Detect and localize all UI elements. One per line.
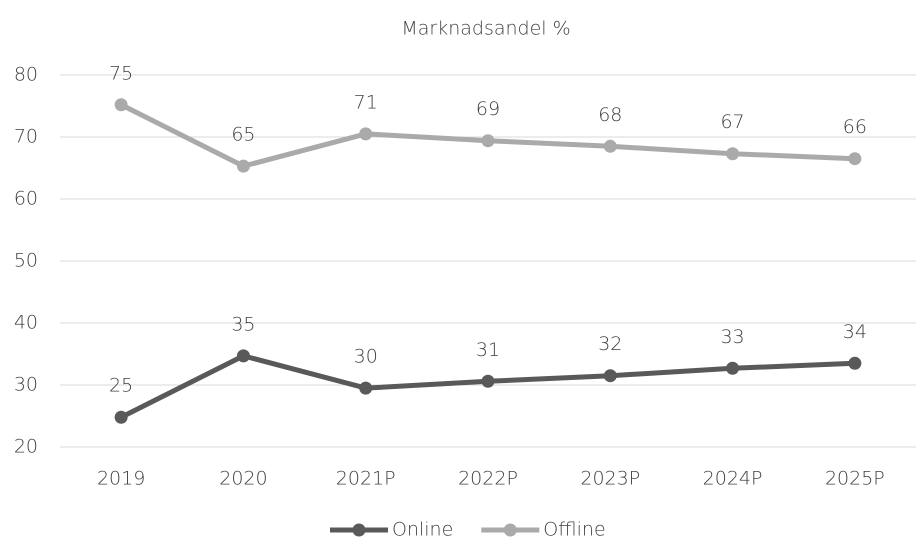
legend-marker xyxy=(503,523,517,537)
data-label: 25 xyxy=(109,375,133,397)
data-label: 31 xyxy=(476,339,500,361)
y-tick-label: 50 xyxy=(14,250,38,272)
point xyxy=(236,159,250,173)
x-tick-label: 2023P xyxy=(580,468,640,490)
y-tick-label: 30 xyxy=(14,374,38,396)
y-tick-label: 40 xyxy=(14,312,38,334)
point xyxy=(481,374,495,388)
point xyxy=(726,147,740,161)
data-label: 34 xyxy=(843,321,867,343)
data-label: 66 xyxy=(843,116,867,138)
point xyxy=(603,369,617,383)
x-tick-label: 2021P xyxy=(336,468,396,490)
data-label: 68 xyxy=(598,104,622,126)
data-label: 35 xyxy=(231,313,255,335)
x-tick-label: 2022P xyxy=(458,468,518,490)
x-tick-label: 2020 xyxy=(219,468,267,490)
x-tick-label: 2024P xyxy=(703,468,763,490)
data-label: 71 xyxy=(354,91,378,113)
point xyxy=(114,98,128,112)
data-label: 75 xyxy=(109,62,133,84)
point xyxy=(603,139,617,153)
point xyxy=(114,410,128,424)
x-tick-label: 2025P xyxy=(825,468,885,490)
y-tick-label: 70 xyxy=(14,126,38,148)
point xyxy=(848,356,862,370)
x-tick-label: 2019 xyxy=(97,468,145,490)
point xyxy=(726,361,740,375)
data-label: 32 xyxy=(598,333,622,355)
y-tick-label: 20 xyxy=(14,436,38,458)
legend-label: Offline xyxy=(543,519,605,540)
data-label: 69 xyxy=(476,98,500,120)
y-tick-label: 80 xyxy=(14,64,38,86)
data-label: 67 xyxy=(720,111,744,133)
point xyxy=(848,152,862,166)
point xyxy=(359,127,373,141)
point xyxy=(236,349,250,363)
chart-title: Marknadsandel % xyxy=(401,18,570,40)
legend-label: Online xyxy=(392,519,453,540)
data-label: 30 xyxy=(354,346,378,368)
point xyxy=(481,134,495,148)
data-label: 33 xyxy=(720,326,744,348)
legend-marker xyxy=(352,523,366,537)
data-label: 65 xyxy=(231,124,255,146)
y-tick-label: 60 xyxy=(14,188,38,210)
point xyxy=(359,381,373,395)
